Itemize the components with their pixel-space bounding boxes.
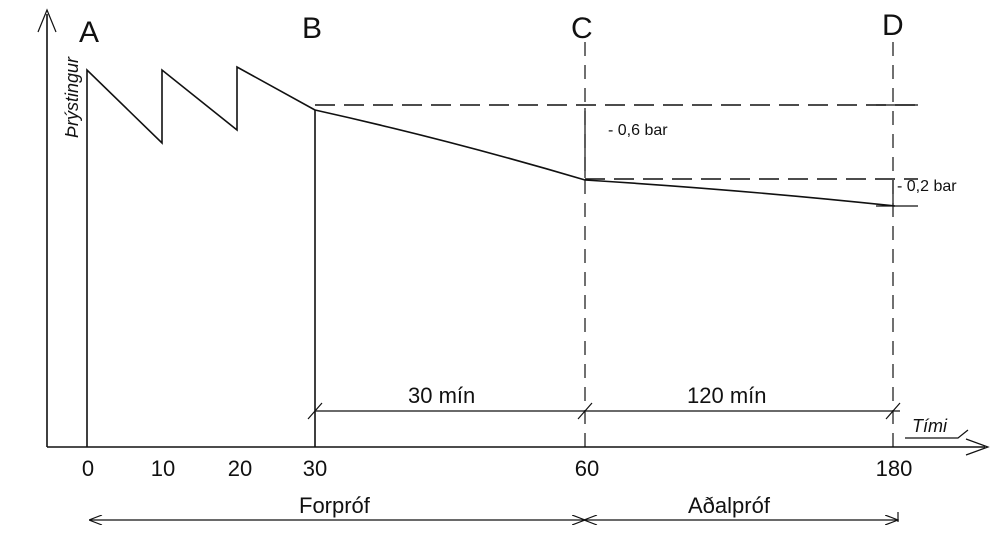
point-label-c: C	[571, 12, 593, 45]
x-axis-label-underline	[905, 429, 969, 439]
tick-label: 30	[303, 456, 327, 481]
pressure-curve	[86, 65, 896, 447]
duration-final: 120 mín	[687, 383, 767, 408]
tick-label: 60	[575, 456, 599, 481]
duration-tick-d	[885, 402, 901, 420]
duration-tick-c	[577, 402, 593, 420]
phase-label-pretest: Forpróf	[299, 493, 371, 518]
y-axis-label: Þrýstingur	[62, 56, 82, 138]
point-label-d: D	[882, 9, 904, 42]
point-label-a: A	[79, 16, 99, 49]
x-axis-label: Tími	[912, 416, 948, 436]
pressure-drop-main: - 0,6 bar	[608, 122, 668, 139]
tick-label: 10	[151, 456, 175, 481]
pressure-drop-final: - 0,2 bar	[897, 178, 957, 195]
duration-main: 30 mín	[408, 383, 475, 408]
point-label-b: B	[302, 12, 322, 45]
duration-tick-b	[307, 402, 323, 420]
tick-label: 20	[228, 456, 252, 481]
x-axis-arrow	[965, 438, 990, 456]
tick-label: 0	[82, 456, 94, 481]
phase-label-main-test: Aðalpróf	[688, 493, 771, 518]
tick-label: 180	[876, 456, 913, 481]
y-axis-arrow	[37, 8, 57, 33]
